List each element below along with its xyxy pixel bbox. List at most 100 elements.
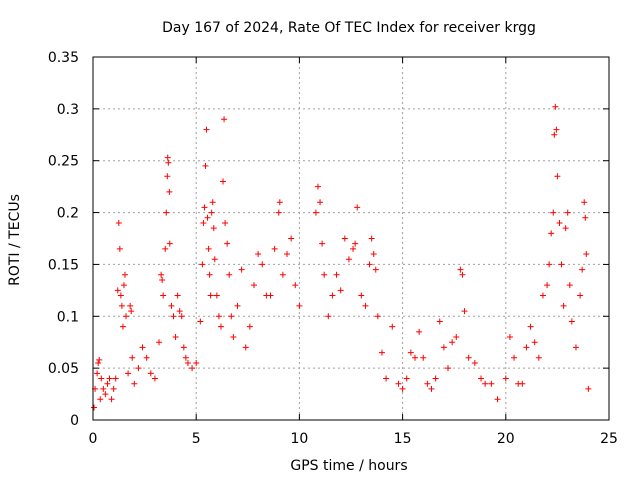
data-point (204, 214, 211, 221)
data-point (102, 391, 109, 398)
data-point (488, 380, 495, 387)
y-tick-label: 0.25 (48, 154, 79, 170)
x-tick-label: 25 (600, 431, 618, 447)
data-point (560, 302, 567, 309)
data-point (553, 126, 560, 133)
data-point (156, 339, 163, 346)
data-point (358, 292, 365, 299)
data-point (416, 328, 423, 335)
x-tick-label: 0 (89, 431, 98, 447)
plot-frame (92, 56, 610, 421)
data-point (389, 323, 396, 330)
data-point (539, 292, 546, 299)
data-point (112, 375, 119, 382)
data-point (453, 334, 460, 341)
data-point (366, 261, 373, 268)
data-point (531, 339, 538, 346)
data-point (585, 385, 592, 392)
y-tick-label: 0.15 (48, 257, 79, 273)
data-point (395, 380, 402, 387)
data-point (449, 339, 456, 346)
data-point (207, 292, 214, 299)
data-point (383, 375, 390, 382)
data-point (160, 292, 167, 299)
data-point (211, 256, 218, 263)
data-point (119, 323, 126, 330)
grid-lines (93, 57, 609, 420)
data-point (494, 396, 501, 403)
data-point (184, 359, 191, 366)
data-point (550, 209, 557, 216)
data-point (97, 396, 104, 403)
data-point (206, 271, 213, 278)
data-point (566, 282, 573, 289)
data-point (568, 318, 575, 325)
data-point (482, 380, 489, 387)
data-point (317, 199, 324, 206)
data-point (222, 219, 229, 226)
data-point (210, 225, 217, 232)
data-point (108, 396, 115, 403)
data-point (129, 354, 136, 361)
data-point (121, 271, 128, 278)
data-point (221, 116, 228, 123)
data-point (506, 334, 513, 341)
data-point (143, 354, 150, 361)
data-point (158, 271, 165, 278)
data-point (170, 313, 177, 320)
data-point (230, 334, 237, 341)
data-point (120, 282, 127, 289)
data-point (163, 209, 170, 216)
y-tick-label: 0.05 (48, 361, 79, 377)
data-point (352, 240, 359, 247)
data-point (350, 245, 357, 252)
data-point (329, 292, 336, 299)
data-point (215, 313, 222, 320)
data-point (162, 245, 169, 252)
data-point (110, 385, 117, 392)
data-point (420, 354, 427, 361)
y-tick-label: 0.3 (57, 102, 79, 118)
data-point (193, 359, 200, 366)
data-point (242, 344, 249, 351)
data-point (95, 359, 102, 366)
data-point (572, 344, 579, 351)
data-point (200, 219, 207, 226)
data-point (583, 251, 590, 258)
y-axis-ticks: 0 0.05 0.1 0.15 0.2 0.25 0.3 0.35 (48, 50, 609, 429)
x-tick-label: 20 (497, 431, 515, 447)
data-point (172, 334, 179, 341)
data-point (544, 282, 551, 289)
data-point (259, 261, 266, 268)
data-point (275, 209, 282, 216)
data-point (312, 209, 319, 216)
data-point (135, 365, 142, 372)
data-point (165, 159, 172, 166)
data-point (523, 344, 530, 351)
data-point (246, 323, 253, 330)
data-point (445, 365, 452, 372)
data-point (502, 375, 509, 382)
x-tick-label: 15 (394, 431, 412, 447)
data-point (164, 173, 171, 180)
data-point (527, 323, 534, 330)
data-point (166, 240, 173, 247)
chart-title: Day 167 of 2024, Rate Of TEC Index for r… (162, 20, 536, 36)
data-point (581, 199, 588, 206)
data-point (267, 292, 274, 299)
data-point (234, 302, 241, 309)
data-point (118, 302, 125, 309)
data-point (202, 162, 209, 169)
data-point (345, 256, 352, 263)
data-point (296, 302, 303, 309)
data-point (535, 354, 542, 361)
data-point (325, 313, 332, 320)
data-points (91, 103, 592, 411)
data-point (255, 251, 262, 258)
data-point (228, 313, 235, 320)
data-point (554, 173, 561, 180)
data-point (131, 380, 138, 387)
data-point (579, 266, 586, 273)
data-point (374, 313, 381, 320)
data-point (238, 266, 245, 273)
